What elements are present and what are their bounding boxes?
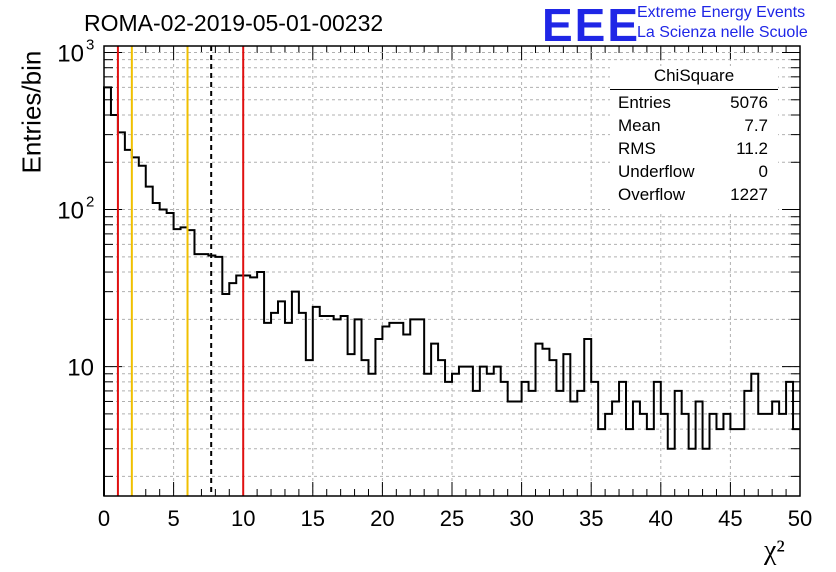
y-tick-label-exponent: 2	[86, 194, 94, 211]
stat-label: Mean	[618, 116, 661, 135]
stat-value: 11.2	[736, 139, 768, 158]
stat-value: 0	[758, 162, 768, 181]
stats-title: ChiSquare	[653, 66, 735, 85]
y-tick-label-exponent: 3	[86, 37, 94, 54]
x-tick-label: 30	[509, 506, 533, 531]
stat-label: RMS	[618, 139, 656, 158]
x-tick-label: 45	[718, 506, 742, 531]
y-tick-label: 10	[57, 198, 84, 225]
stat-label: Entries	[618, 93, 671, 112]
stat-value: 7.7	[744, 116, 768, 135]
x-tick-label: 25	[440, 506, 464, 531]
stats-box: ChiSquare Entries 5076 Mean 7.7 RMS 11.2…	[610, 66, 778, 212]
y-tick-label: 10	[57, 41, 84, 68]
x-tick-label: 35	[579, 506, 603, 531]
stat-value: 5076	[730, 93, 768, 112]
plot-frame	[103, 45, 801, 497]
x-tick-label: 50	[788, 506, 812, 531]
x-tick-label: 15	[301, 506, 325, 531]
stat-row-rms: RMS 11.2	[618, 139, 768, 161]
x-tick-label: 20	[370, 506, 394, 531]
chart-title: ROMA-02-2019-05-01-00232	[84, 10, 384, 36]
x-tick-label: 40	[649, 506, 673, 531]
stat-row-underflow: Underflow 0	[618, 162, 768, 184]
stat-row-overflow: Overflow 1227	[618, 185, 768, 207]
stat-value: 1227	[730, 185, 768, 204]
logo-line-1: Extreme Energy Events	[637, 4, 806, 21]
y-tick-label: 10	[67, 355, 94, 382]
stat-label: Overflow	[618, 185, 686, 204]
logo-line-2: La Scienza nelle Scuole	[637, 24, 808, 41]
x-axis-label: χ²	[764, 535, 785, 566]
stats-title-underline	[610, 89, 778, 90]
eee-logo: EEE	[542, 0, 641, 51]
x-tick-label: 0	[98, 506, 110, 531]
stat-row-mean: Mean 7.7	[618, 116, 768, 138]
x-tick-label: 5	[167, 506, 179, 531]
stat-label: Underflow	[618, 162, 695, 181]
histogram-series	[103, 86, 800, 496]
y-axis-label: Entries/bin	[16, 50, 47, 174]
stat-row-entries: Entries 5076	[618, 93, 768, 115]
x-tick-label: 10	[231, 506, 255, 531]
